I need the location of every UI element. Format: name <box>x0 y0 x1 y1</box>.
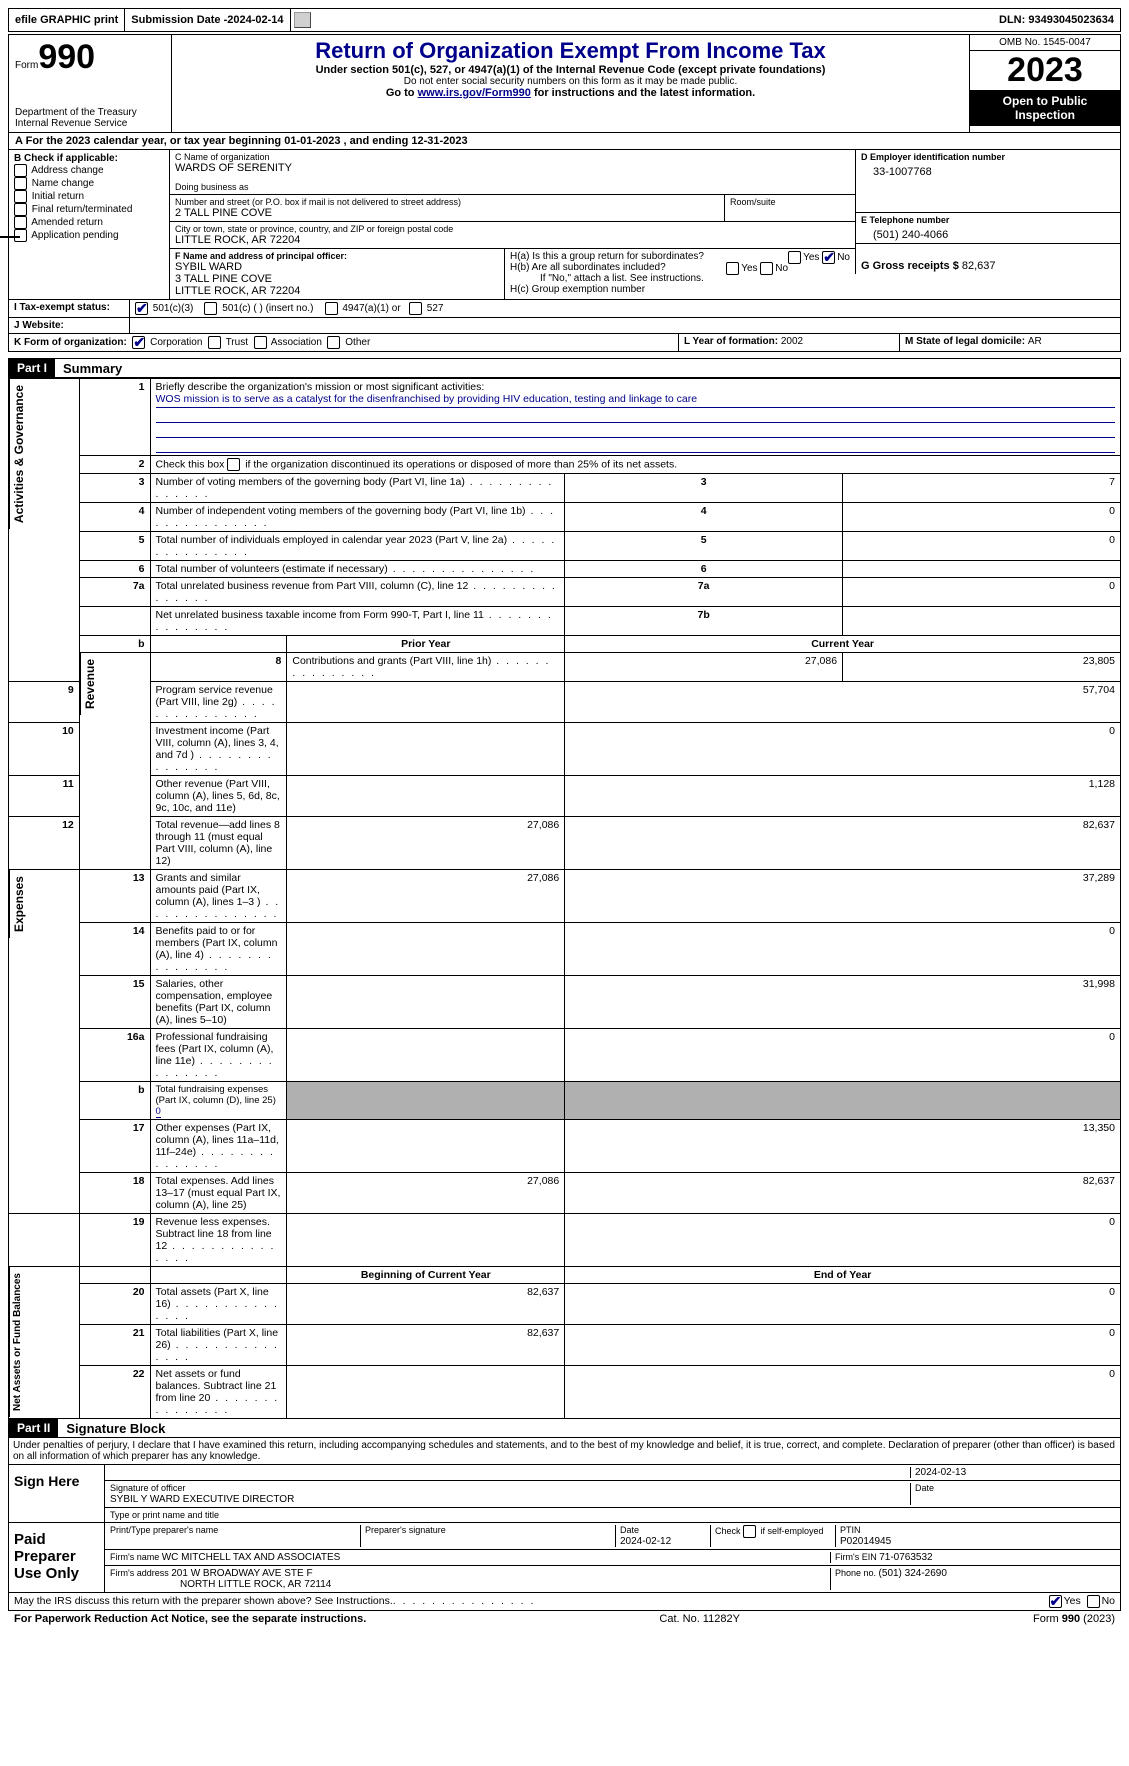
check-other[interactable] <box>327 336 340 349</box>
dln: DLN: 93493045023634 <box>993 14 1120 26</box>
check-trust[interactable] <box>208 336 221 349</box>
form-subtitle: Under section 501(c), 527, or 4947(a)(1)… <box>178 64 963 76</box>
summary-table: Activities & Governance 1 Briefly descri… <box>8 378 1121 1419</box>
val-line4: 0 <box>843 503 1121 532</box>
discuss-yes[interactable] <box>1049 1595 1062 1608</box>
check-name-change[interactable] <box>14 177 27 190</box>
website-val <box>130 318 1120 333</box>
val-line3: 7 <box>843 474 1121 503</box>
prep-date: 2024-02-12 <box>620 1536 671 1547</box>
city-state-zip: LITTLE ROCK, AR 72204 <box>175 234 850 246</box>
ptin: P02014945 <box>840 1536 891 1547</box>
check-initial-return[interactable] <box>14 190 27 203</box>
col-boy: Beginning of Current Year <box>287 1267 565 1284</box>
dash-marker <box>0 236 20 238</box>
mission-text: WOS mission is to serve as a catalyst fo… <box>156 393 1116 408</box>
firm-name: WC MITCHELL TAX AND ASSOCIATES <box>162 1552 341 1563</box>
efile-label: efile GRAPHIC print <box>9 9 125 31</box>
tax-exempt-label: I Tax-exempt status: <box>14 302 110 313</box>
sign-date: 2024-02-13 <box>910 1467 1115 1478</box>
street-address: 2 TALL PINE COVE <box>175 207 719 219</box>
check-assoc[interactable] <box>254 336 267 349</box>
section-revenue: Revenue <box>80 653 99 715</box>
check-501c3[interactable] <box>135 302 148 315</box>
dept-treasury: Department of the Treasury Internal Reve… <box>15 107 165 129</box>
sign-here-block: Sign Here 2024-02-13 Signature of office… <box>8 1464 1121 1523</box>
org-name-cell: C Name of organization WARDS OF SERENITY… <box>170 150 855 195</box>
check-4947[interactable] <box>325 302 338 315</box>
check-corp[interactable] <box>132 336 145 349</box>
state-domicile: AR <box>1028 336 1042 347</box>
hb-yes[interactable] <box>726 262 739 275</box>
section-netassets: Net Assets or Fund Balances <box>9 1267 25 1417</box>
submission-date: Submission Date - 2024-02-14 <box>125 9 290 31</box>
top-bar: efile GRAPHIC print Submission Date - 20… <box>8 8 1121 32</box>
discuss-row: May the IRS discuss this return with the… <box>8 1593 1121 1611</box>
gross-receipts: 82,637 <box>962 260 996 272</box>
ha-yes[interactable] <box>788 251 801 264</box>
ein: 33-1007768 <box>861 162 1115 178</box>
form-number: 990 <box>38 38 95 76</box>
col-current: Current Year <box>565 636 1121 653</box>
year-formation: 2002 <box>781 336 803 347</box>
part2-header: Part II Signature Block <box>8 1419 1121 1438</box>
officer-sig: SYBIL Y WARD EXECUTIVE DIRECTOR <box>110 1494 294 1505</box>
officer-name: SYBIL WARD <box>175 261 499 273</box>
goto-line: Go to www.irs.gov/Form990 for instructio… <box>178 87 963 99</box>
irs-link[interactable]: www.irs.gov/Form990 <box>418 87 531 99</box>
col-eoy: End of Year <box>565 1267 1121 1284</box>
check-501c[interactable] <box>204 302 217 315</box>
check-527[interactable] <box>409 302 422 315</box>
hc-question: H(c) Group exemption number <box>510 284 850 295</box>
val-line7a: 0 <box>843 578 1121 607</box>
discuss-no[interactable] <box>1087 1595 1100 1608</box>
box-b: B Check if applicable: Address change Na… <box>9 150 170 299</box>
check-address-change[interactable] <box>14 164 27 177</box>
line-a: A For the 2023 calendar year, or tax yea… <box>8 133 1121 150</box>
val-line5: 0 <box>843 532 1121 561</box>
ha-question: H(a) Is this a group return for subordin… <box>510 251 850 262</box>
tax-year: 2023 <box>970 51 1120 90</box>
penalty-text: Under penalties of perjury, I declare th… <box>8 1438 1121 1464</box>
open-public: Open to Public Inspection <box>970 90 1120 126</box>
val-line7b <box>843 607 1121 636</box>
check-final-return[interactable] <box>14 203 27 216</box>
button-blank[interactable] <box>294 12 311 28</box>
form-header: Form990 Department of the Treasury Inter… <box>8 34 1121 133</box>
ha-no[interactable] <box>822 251 835 264</box>
section-expenses: Expenses <box>9 870 28 938</box>
form-title: Return of Organization Exempt From Incom… <box>178 38 963 64</box>
col-prior: Prior Year <box>287 636 565 653</box>
phone: (501) 240-4066 <box>861 225 1115 241</box>
part1-header: Part I Summary <box>8 358 1121 378</box>
val-line6 <box>843 561 1121 578</box>
preparer-block: Paid Preparer Use Only Print/Type prepar… <box>8 1523 1121 1593</box>
check-amended[interactable] <box>14 216 27 229</box>
firm-ein: 71-0763532 <box>879 1552 932 1563</box>
hb-no[interactable] <box>760 262 773 275</box>
check-discontinued[interactable] <box>227 458 240 471</box>
omb-number: OMB No. 1545-0047 <box>970 35 1120 51</box>
entity-block: B Check if applicable: Address change Na… <box>8 150 1121 300</box>
firm-phone: (501) 324-2690 <box>879 1568 947 1579</box>
section-ag: Activities & Governance <box>9 379 28 529</box>
form-subtitle2: Do not enter social security numbers on … <box>178 76 963 87</box>
website-label: J Website: <box>14 320 64 331</box>
check-self-employed[interactable] <box>743 1525 756 1538</box>
page-footer: For Paperwork Reduction Act Notice, see … <box>8 1611 1121 1627</box>
